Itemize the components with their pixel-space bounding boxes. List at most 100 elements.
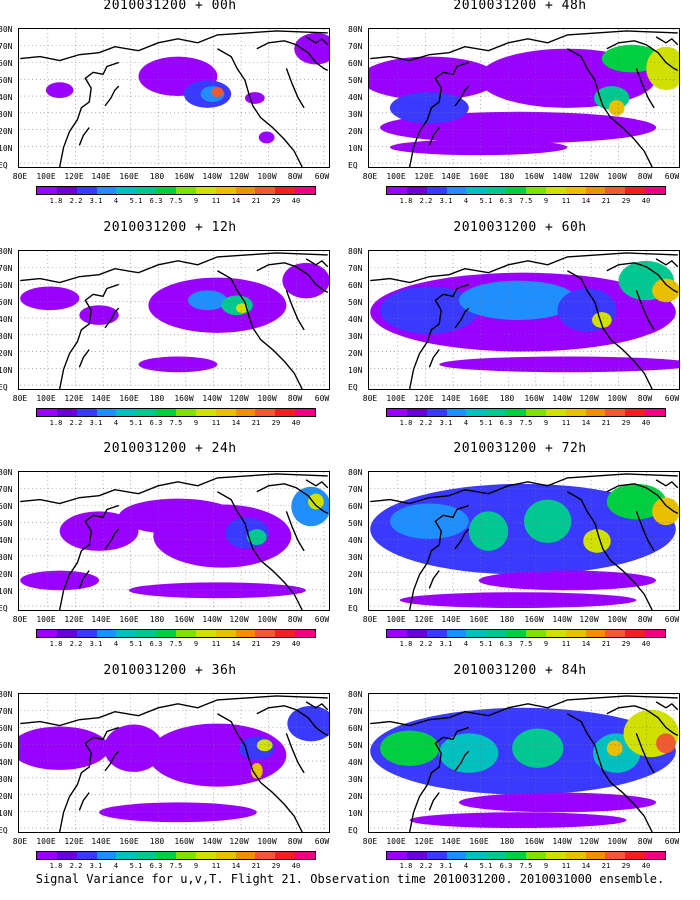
variance-contour-fill	[45, 82, 74, 98]
latitude-label: 50N	[0, 76, 13, 85]
coastline	[635, 511, 655, 552]
coastline	[305, 258, 329, 268]
latitude-label: 80N	[0, 468, 13, 477]
colorbar-swatch	[506, 409, 527, 416]
variance-contour-fill	[282, 262, 329, 299]
latitude-label: 30N	[0, 775, 13, 784]
variance-contour-fill	[583, 529, 611, 553]
map-svg	[20, 251, 329, 389]
variance-contour-fill	[524, 499, 572, 543]
latitude-label: 80N	[0, 690, 13, 699]
colorbar-label: 9	[543, 862, 549, 870]
latitude-label: 30N	[348, 110, 363, 119]
colorbar-label: 7.5	[519, 419, 533, 427]
map-plot	[368, 250, 680, 390]
latitude-label: 30N	[348, 553, 363, 562]
colorbar-swatch	[526, 852, 546, 859]
colorbar-swatch	[486, 187, 507, 194]
longitude-label: 160E	[119, 615, 139, 624]
coastline	[58, 61, 120, 167]
colorbar-swatch	[116, 630, 137, 637]
longitude-label: 140W	[202, 172, 222, 181]
colorbar-label: 5.1	[129, 419, 143, 427]
panel-title: 2010031200 + 36h	[103, 663, 237, 678]
colorbar-label: 40	[291, 640, 301, 648]
colorbar-swatch	[387, 409, 407, 416]
colorbar-label: 9	[193, 640, 199, 648]
latitude-label: 60N	[348, 59, 363, 68]
longitude-label: 180	[149, 172, 165, 181]
longitude-label: 100W	[607, 394, 627, 403]
latitude-label: 10N	[0, 587, 13, 596]
panel-title: 2010031200 + 00h	[103, 0, 237, 13]
colorbar-label: 4	[463, 419, 469, 427]
colorbar-label: 9	[543, 197, 549, 205]
latitude-label: 60N	[0, 724, 13, 733]
latitude-label: 40N	[0, 93, 13, 102]
colorbar-label: 6.3	[149, 419, 163, 427]
colorbar-swatch	[446, 630, 467, 637]
colorbar-label: 3.1	[89, 640, 103, 648]
longitude-label: 120W	[579, 615, 599, 624]
figure-caption: Signal Variance for u,v,T. Flight 21. Ob…	[35, 872, 665, 886]
longitude-label: 140E	[91, 394, 111, 403]
latitude-label: 40N	[0, 536, 13, 545]
colorbar-label: 11	[561, 640, 571, 648]
colorbar-label: 3.1	[439, 640, 453, 648]
variance-contour-fill	[104, 724, 164, 772]
colorbar-label: 11	[561, 862, 571, 870]
longitude-label: 80E	[362, 837, 378, 846]
colorbar-swatch	[136, 187, 157, 194]
longitude-label: 120E	[414, 172, 434, 181]
coastline	[217, 270, 303, 389]
latitude-label: 20N	[0, 127, 13, 136]
longitude-label: 120E	[414, 394, 434, 403]
coastline	[305, 479, 329, 489]
colorbar-label: 3.1	[439, 197, 453, 205]
variance-contour-fill	[439, 356, 679, 373]
latitude-label: 50N	[0, 298, 13, 307]
latitude-label: 60N	[0, 502, 13, 511]
colorbar	[36, 629, 316, 638]
longitude-label: 80W	[637, 394, 653, 403]
longitude-label: 140W	[202, 837, 222, 846]
colorbar-label: 11	[211, 419, 221, 427]
longitude-label: 140E	[441, 615, 461, 624]
coastline	[256, 40, 329, 72]
latitude-label: 30N	[348, 332, 363, 341]
colorbar-swatch	[37, 630, 57, 637]
coastline	[454, 750, 470, 772]
colorbar-label: 5.1	[129, 862, 143, 870]
variance-contour-fill	[19, 726, 109, 770]
colorbar-label: 29	[621, 862, 631, 870]
longitude-label: 60W	[664, 172, 680, 181]
colorbar-label: 6.3	[499, 862, 513, 870]
latitude-label: 20N	[348, 792, 363, 801]
colorbar-label: 5.1	[479, 197, 493, 205]
variance-contour-fill	[20, 570, 100, 591]
map-plot	[18, 250, 330, 390]
longitude-label: 180	[149, 837, 165, 846]
colorbar-swatch	[545, 409, 566, 416]
longitude-label: 140W	[202, 394, 222, 403]
longitude-label: 100W	[257, 394, 277, 403]
latitude-label: 20N	[348, 349, 363, 358]
panel-title: 2010031200 + 60h	[453, 220, 587, 235]
coastline	[635, 290, 655, 331]
latitude-label: 20N	[348, 570, 363, 579]
coastline	[104, 307, 120, 329]
latitude-label: 80N	[348, 690, 363, 699]
colorbar-swatch	[96, 852, 117, 859]
colorbar-label: 1.8	[399, 862, 413, 870]
longitude-label: 100E	[386, 172, 406, 181]
colorbar-label: 2.2	[419, 862, 433, 870]
colorbar-swatch	[545, 630, 566, 637]
map-plot	[368, 693, 680, 833]
variance-contour-fill	[99, 802, 257, 823]
coastline	[606, 262, 679, 294]
colorbar-label: 5.1	[479, 862, 493, 870]
coastline	[567, 270, 653, 389]
colorbar-label: 14	[581, 862, 591, 870]
coastline	[104, 85, 120, 107]
colorbar-label: 29	[271, 419, 281, 427]
